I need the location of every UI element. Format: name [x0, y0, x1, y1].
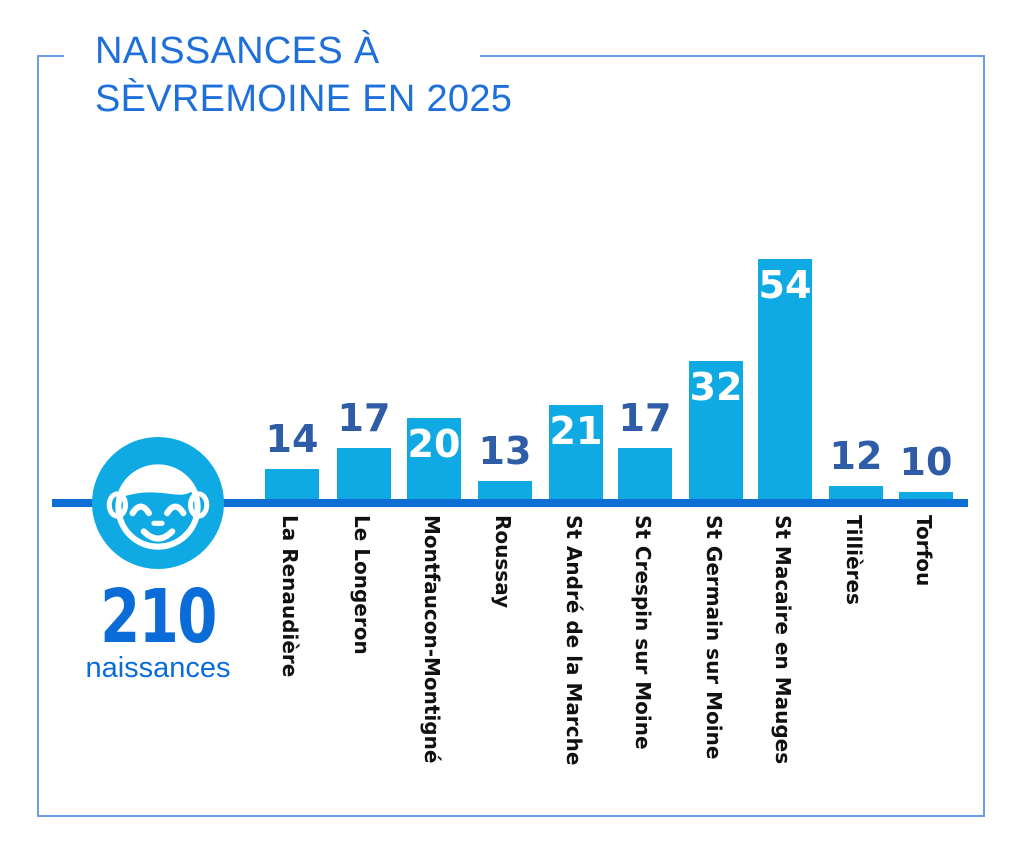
- baby-face-icon: [92, 437, 224, 569]
- total-count: 210: [100, 574, 217, 660]
- category-label: St Macaire en Mauges: [771, 515, 795, 765]
- bar-value-label: 20: [407, 422, 461, 466]
- category-label: St André de la Marche: [562, 515, 586, 766]
- bar-value-label: 21: [549, 409, 603, 453]
- bar-column: [899, 492, 953, 503]
- bar-value-label: 13: [478, 429, 532, 473]
- category-label: La Renaudière: [278, 515, 302, 678]
- bar-value-label: 17: [337, 396, 391, 440]
- bar-column: [689, 361, 743, 503]
- baseline-axis: [52, 499, 968, 507]
- category-label: St Germain sur Moine: [702, 515, 726, 760]
- bar-column: [337, 448, 391, 503]
- frame-title-gap: [64, 52, 480, 61]
- bar-value-label: 17: [618, 396, 672, 440]
- page-title: NAISSANCES À SÈVREMOINE EN 2025: [95, 27, 512, 123]
- category-label: Torfou: [912, 515, 936, 587]
- frame-border: [37, 55, 985, 817]
- bar-value-label: 54: [758, 263, 812, 307]
- category-label: Le Longeron: [350, 515, 374, 655]
- category-label: Tillières: [842, 515, 866, 605]
- category-label: Montfaucon-Montigné: [420, 515, 444, 764]
- bar-value-label: 32: [689, 365, 743, 409]
- page-title-line2: SÈVREMOINE EN 2025: [95, 78, 513, 120]
- bar-value-label: 12: [829, 434, 883, 478]
- bar-value-label: 14: [265, 417, 319, 461]
- bar-column: [829, 486, 883, 503]
- bar-column: [478, 481, 532, 503]
- category-label: St Crespin sur Moine: [631, 515, 655, 750]
- bar-value-label: 10: [899, 440, 953, 484]
- page-title-line1: NAISSANCES À: [95, 30, 380, 72]
- bar-column: [758, 259, 812, 503]
- category-label: Roussay: [491, 515, 515, 609]
- total-caption: naissances: [85, 652, 231, 684]
- bar-column: [407, 418, 461, 503]
- bar-column: [549, 405, 603, 503]
- bar-column: [618, 448, 672, 503]
- bar-column: [265, 469, 319, 503]
